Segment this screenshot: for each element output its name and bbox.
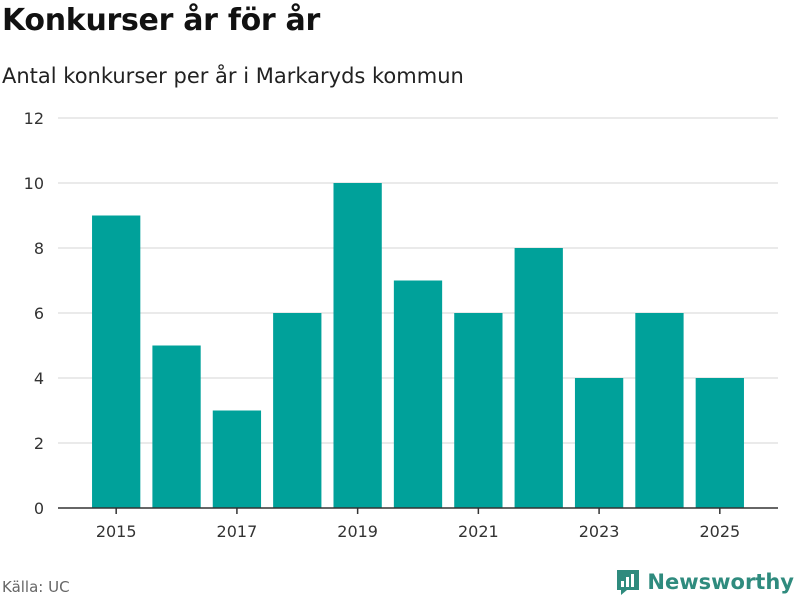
y-tick-label: 0 <box>34 499 44 518</box>
bar-2016 <box>152 345 201 508</box>
chart-title: Konkurser år för år <box>2 3 320 38</box>
bar-2023 <box>574 378 624 508</box>
bar-2017 <box>212 410 262 508</box>
newsworthy-logo-icon <box>617 570 640 595</box>
bar-2018 <box>273 313 322 508</box>
bar-2022 <box>514 248 563 508</box>
source-note: Källa: UC <box>2 578 70 596</box>
x-tick-label: 2015 <box>96 522 137 541</box>
y-tick-label: 10 <box>24 174 44 193</box>
x-tick-label: 2023 <box>579 522 620 541</box>
y-tick-label: 4 <box>34 369 44 388</box>
bar-2024 <box>635 313 684 508</box>
bar-2019 <box>333 183 382 508</box>
x-tick-label: 2025 <box>699 522 740 541</box>
y-tick-label: 2 <box>34 434 44 453</box>
x-tick-label: 2019 <box>337 522 378 541</box>
axes <box>58 507 778 514</box>
brand-logo[interactable]: Newsworthy <box>615 568 794 596</box>
bar-2015 <box>92 215 141 508</box>
x-tick-label: 2021 <box>458 522 499 541</box>
chart-subtitle: Antal konkurser per år i Markaryds kommu… <box>2 64 464 88</box>
brand-name: Newsworthy <box>647 570 794 594</box>
tick-labels: 0 2 4 6 8 10 12 2015 2017 2019 2021 2023 2025 <box>24 109 741 541</box>
bar-2025 <box>695 378 744 508</box>
y-tick-label: 12 <box>24 109 44 128</box>
bars <box>92 183 744 508</box>
x-tick-label: 2017 <box>217 522 258 541</box>
y-tick-label: 6 <box>34 304 44 323</box>
bar-2020 <box>393 280 443 508</box>
y-tick-label: 8 <box>34 239 44 258</box>
bar-2021 <box>454 313 503 508</box>
